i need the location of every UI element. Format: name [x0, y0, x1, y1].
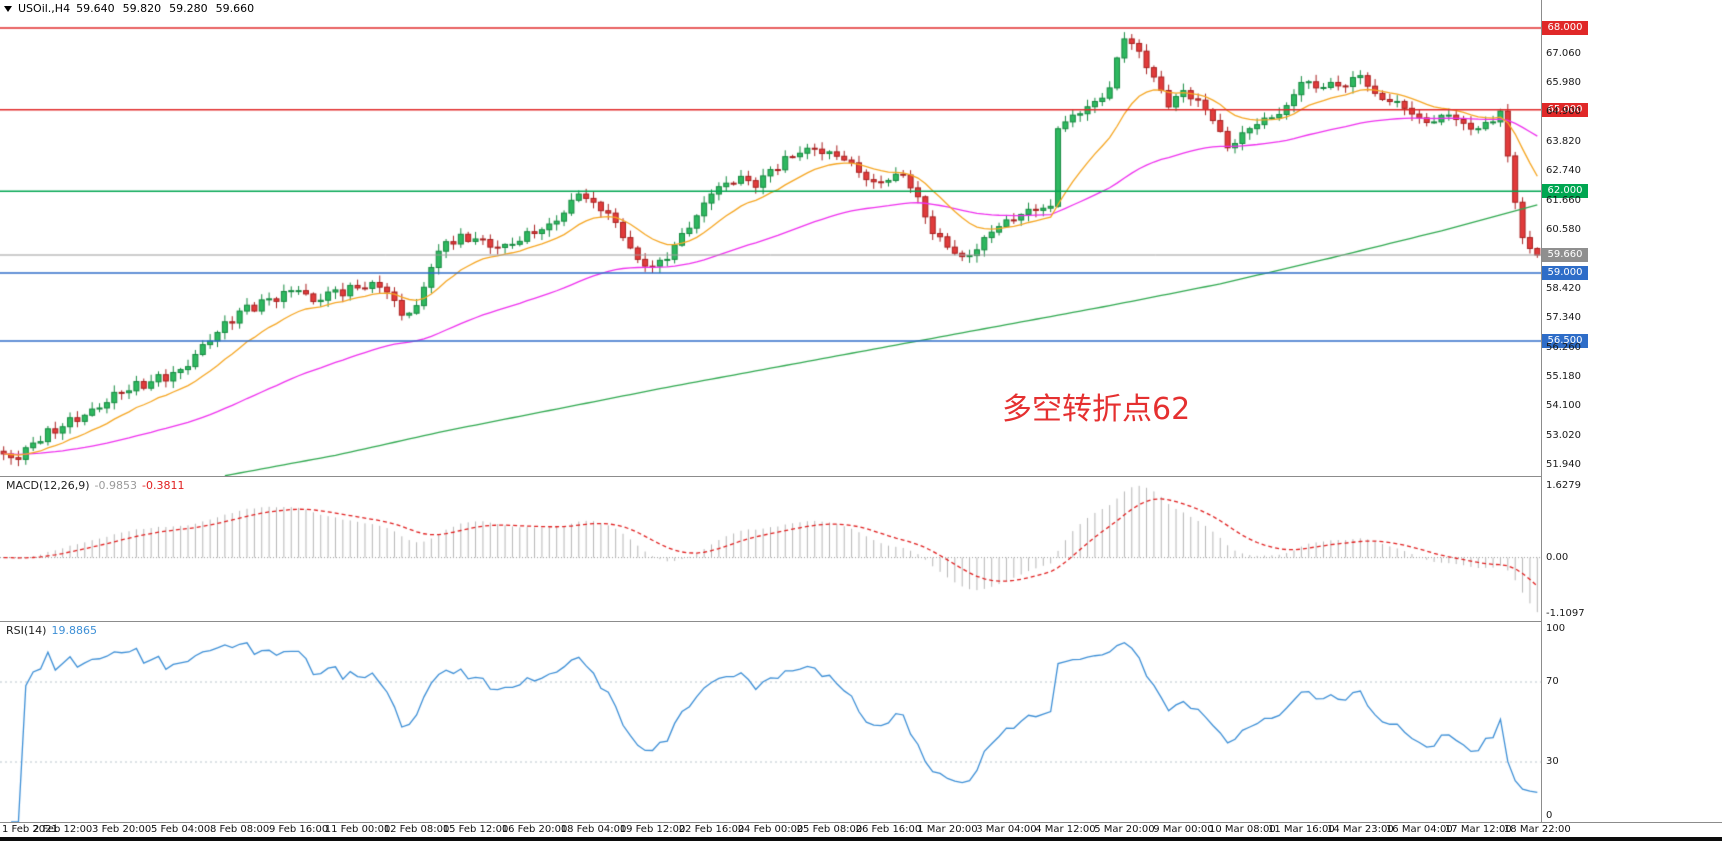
price-axis-separator — [1541, 0, 1542, 822]
price-tick-label: 67.060 — [1546, 47, 1581, 59]
panel-separator[interactable] — [0, 476, 1722, 477]
rsi-scale-label: 70 — [1546, 676, 1559, 687]
macd-signal-value: -0.3811 — [142, 479, 185, 492]
time-axis-label: 4 Mar 12:00 — [1035, 824, 1096, 835]
time-axis-label: 12 Feb 08:00 — [383, 824, 450, 835]
low-value: 59.280 — [169, 2, 208, 15]
rsi-scale-label: 0 — [1546, 810, 1553, 821]
price-line-badge: 68.000 — [1542, 21, 1588, 36]
time-axis-label: 18 Feb 04:00 — [560, 824, 627, 835]
panel-separator — [0, 822, 1722, 823]
price-tick-label: 53.020 — [1546, 429, 1581, 441]
time-axis-label: 9 Feb 16:00 — [268, 824, 329, 835]
macd-label: MACD(12,26,9) -0.9853 -0.3811 — [6, 479, 189, 492]
price-tick-label: 64.900 — [1546, 106, 1581, 118]
time-axis-label: 25 Feb 08:00 — [796, 824, 863, 835]
time-axis-label: 1 Mar 20:00 — [917, 824, 978, 835]
rsi-name: RSI(14) — [6, 624, 47, 637]
price-tick-label: 51.940 — [1546, 459, 1581, 471]
time-axis[interactable]: 1 Feb 2021 2 Feb 12:00 3 Feb 20:00 5 Feb 04… — [0, 823, 1722, 837]
panel-separator[interactable] — [0, 621, 1722, 622]
time-axis-label: 16 Mar 04:00 — [1385, 824, 1453, 835]
price-tick-label: 63.820 — [1546, 135, 1581, 147]
time-axis-label: 15 Feb 12:00 — [442, 824, 509, 835]
rsi-value: 19.8865 — [51, 624, 97, 637]
time-axis-label: 11 Mar 16:00 — [1267, 824, 1335, 835]
macd-scale-max: 1.6279 — [1546, 480, 1581, 491]
macd-scale-min: -1.1097 — [1546, 608, 1585, 619]
price-tick-label: 57.340 — [1546, 312, 1581, 324]
rsi-panel[interactable]: RSI(14) 19.8865 — [0, 622, 1541, 822]
price-tick-label: 55.180 — [1546, 370, 1581, 382]
time-axis-label: 3 Feb 20:00 — [92, 824, 152, 835]
macd-name: MACD(12,26,9) — [6, 479, 90, 492]
time-axis-label: 1 Feb 2021 — [2, 824, 58, 835]
time-axis-label: 8 Feb 08:00 — [210, 824, 270, 835]
time-axis-label: 2 Feb 12:00 — [33, 824, 93, 835]
price-line-badge: 62.000 — [1542, 184, 1588, 199]
time-axis-label: 5 Feb 04:00 — [151, 824, 211, 835]
high-value: 59.820 — [122, 2, 162, 15]
time-axis-label: 11 Feb 00:00 — [324, 824, 391, 835]
time-axis-label: 9 Mar 00:00 — [1153, 824, 1214, 835]
main-chart-panel[interactable]: USOil.,H4 59.640 59.820 59.280 59.660 多空… — [0, 0, 1541, 476]
time-axis-label: 14 Mar 23:00 — [1326, 824, 1394, 835]
rsi-scale-label: 30 — [1546, 756, 1559, 767]
time-axis-label: 10 Mar 08:00 — [1208, 824, 1276, 835]
time-axis-label: 5 Mar 20:00 — [1094, 824, 1155, 835]
price-tick-label: 65.980 — [1546, 77, 1581, 88]
price-tick-label: 62.740 — [1546, 165, 1581, 177]
time-axis-label: 19 Feb 12:00 — [619, 824, 686, 835]
rsi-canvas[interactable] — [0, 622, 1541, 822]
price-line-badge: 56.500 — [1542, 334, 1588, 348]
symbol-period-label: USOil.,H4 — [18, 2, 71, 15]
price-line-badge: 59.000 — [1542, 265, 1588, 280]
chart-ohlc-overlay: USOil.,H4 59.640 59.820 59.280 59.660 — [4, 2, 256, 15]
time-axis-label: 3 Mar 04:00 — [976, 824, 1037, 835]
time-axis-label: 17 Mar 12:00 — [1444, 824, 1512, 835]
price-axis[interactable]: 68.000 65.000 62.000 59.000 56.500 59.660 67.0… — [1542, 0, 1722, 822]
chevron-down-icon[interactable] — [4, 5, 12, 12]
chart-text-annotation[interactable]: 多空转折点62 — [1002, 392, 1191, 427]
time-axis-label: 18 Mar 22:00 — [1503, 824, 1571, 835]
rsi-scale-label: 100 — [1546, 623, 1566, 634]
macd-main-value: -0.9853 — [94, 479, 138, 492]
price-tick-label: 58.420 — [1546, 282, 1581, 294]
window-bottom-edge — [0, 837, 1722, 841]
macd-scale-zero: 0.00 — [1546, 551, 1569, 563]
open-value: 59.640 — [76, 2, 115, 15]
price-chart-canvas[interactable] — [0, 0, 1541, 476]
price-tick-label: 56.260 — [1546, 341, 1581, 353]
close-value: 59.660 — [215, 2, 255, 15]
rsi-label: RSI(14) 19.8865 — [6, 624, 102, 637]
price-tick-label: 60.580 — [1546, 223, 1581, 235]
macd-canvas[interactable] — [0, 477, 1541, 621]
price-tick-label: 54.100 — [1546, 400, 1581, 412]
macd-panel[interactable]: MACD(12,26,9) -0.9853 -0.3811 — [0, 477, 1541, 621]
price-tick-label: 61.660 — [1546, 194, 1581, 206]
time-axis-label: 22 Feb 16:00 — [678, 824, 745, 835]
current-price-badge: 59.660 — [1542, 248, 1588, 262]
time-axis-label: 24 Feb 00:00 — [737, 824, 804, 835]
price-line-badge: 65.000 — [1542, 102, 1588, 117]
time-axis-label: 16 Feb 20:00 — [501, 824, 568, 835]
time-axis-label: 26 Feb 16:00 — [855, 824, 922, 835]
